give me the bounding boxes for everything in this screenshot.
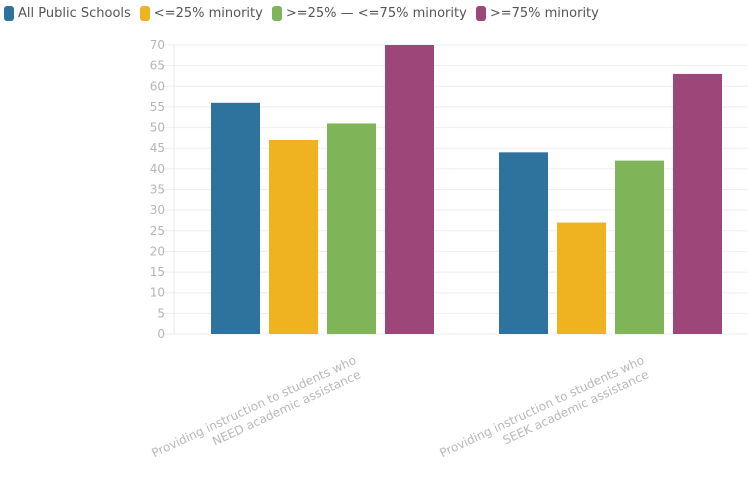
bars bbox=[211, 45, 722, 335]
y-tick-label: 0 bbox=[157, 327, 165, 341]
x-category-label: Providing instruction to students whoSEE… bbox=[438, 353, 651, 460]
y-tick-label: 20 bbox=[150, 244, 165, 258]
bar[interactable] bbox=[673, 73, 722, 335]
legend-swatch bbox=[475, 5, 486, 21]
x-axis: Providing instruction to students whoNEE… bbox=[150, 353, 651, 460]
bar[interactable] bbox=[385, 45, 434, 334]
legend-item[interactable]: >=75% minority bbox=[475, 5, 599, 21]
y-tick-label: 55 bbox=[150, 100, 165, 114]
legend: All Public Schools <=25% minority >=25% — … bbox=[4, 2, 608, 24]
y-tick-label: 65 bbox=[150, 59, 165, 73]
legend-label: <=25% minority bbox=[153, 5, 263, 21]
x-tick-label: Providing instruction to students who bbox=[438, 353, 647, 460]
legend-swatch bbox=[4, 5, 14, 21]
bar[interactable] bbox=[269, 139, 318, 334]
legend-item[interactable]: <=25% minority bbox=[139, 5, 263, 21]
y-tick-label: 10 bbox=[150, 286, 165, 300]
legend-swatch bbox=[139, 5, 150, 21]
y-axis: 0 5 10 15 20 25 30 35 40 45 50 55 60 65 70 bbox=[150, 38, 175, 341]
legend-label: >=75% minority bbox=[489, 5, 599, 21]
y-tick-label: 5 bbox=[157, 306, 165, 320]
y-tick-label: 15 bbox=[150, 265, 165, 279]
legend-label: All Public Schools bbox=[18, 5, 131, 21]
y-tick-label: 40 bbox=[150, 162, 165, 176]
y-tick-label: 25 bbox=[150, 224, 165, 238]
y-tick-label: 60 bbox=[150, 79, 165, 93]
x-category-label: Providing instruction to students whoNEE… bbox=[150, 353, 363, 460]
legend-item[interactable]: >=25% — <=75% minority bbox=[271, 5, 467, 21]
legend-swatch bbox=[271, 5, 282, 21]
legend-label: >=25% — <=75% minority bbox=[285, 5, 467, 21]
y-tick-label: 50 bbox=[150, 121, 165, 135]
y-tick-label: 45 bbox=[150, 141, 165, 155]
y-tick-label: 70 bbox=[150, 38, 165, 52]
x-tick-label: Providing instruction to students who bbox=[150, 353, 359, 460]
legend-item[interactable]: All Public Schools bbox=[4, 5, 131, 21]
bar[interactable] bbox=[615, 160, 664, 334]
bar[interactable] bbox=[327, 123, 376, 334]
bar[interactable] bbox=[211, 102, 260, 334]
bar[interactable] bbox=[499, 152, 548, 334]
y-tick-label: 30 bbox=[150, 203, 165, 217]
y-tick-label: 35 bbox=[150, 183, 165, 197]
bar[interactable] bbox=[557, 222, 606, 334]
